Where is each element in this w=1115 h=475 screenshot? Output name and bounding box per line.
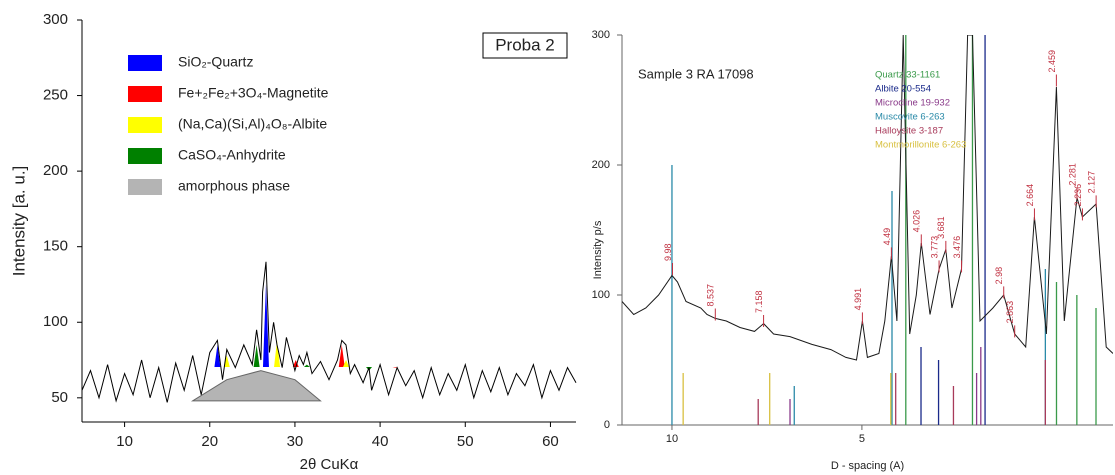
peak-label: 2.281 [1067, 163, 1077, 186]
legend-label: Halloysite 3-187 [875, 126, 943, 137]
annotation-box [482, 32, 568, 59]
y-tick-label: 150 [43, 238, 68, 255]
chart-title: Sample 3 RA 17098 [638, 66, 754, 81]
peak-label: 4.026 [912, 210, 922, 233]
y-axis-label: Intensity p/s [592, 220, 604, 279]
y-tick-label: 0 [604, 419, 610, 431]
peak-label: 2.236 [1073, 184, 1083, 207]
y-tick-label: 200 [592, 159, 610, 171]
x-tick-label: 30 [287, 433, 304, 450]
x-axis-label: D - spacing (A) [831, 460, 904, 472]
y-tick-label: 100 [43, 313, 68, 330]
peak-label: 3.476 [952, 236, 962, 259]
peak-label: 3.773 [929, 236, 939, 259]
peak-label: 2.664 [1025, 184, 1035, 207]
peak-label: 2.459 [1047, 50, 1057, 73]
phase-peak [262, 284, 269, 367]
legend-label: Albite 20-554 [875, 84, 931, 95]
legend-label: (Na,Ca)(Si,Al)₄O₈-Albite [178, 116, 327, 132]
legend-swatch [128, 86, 162, 102]
phase-peak [214, 344, 221, 367]
y-tick-label: 50 [51, 389, 68, 406]
legend-label: CaSO₄-Anhydrite [178, 147, 286, 163]
x-tick-label: 10 [666, 433, 678, 445]
phase-peak [253, 344, 260, 367]
phase-peak [338, 344, 345, 367]
y-tick-label: 200 [43, 162, 68, 179]
peak-label: 7.158 [754, 290, 764, 313]
annotation: Proba 2 [495, 35, 555, 54]
phase-peak [303, 364, 310, 367]
x-tick-label: 5 [859, 433, 865, 445]
x-tick-label: 10 [116, 433, 133, 450]
x-tick-label: 40 [372, 433, 389, 450]
legend-label: Microcline 19-932 [875, 98, 950, 109]
legend-swatch [128, 55, 162, 71]
legend-label: SiO₂-Quartz [178, 54, 253, 70]
legend-label: Fe+₂Fe₂+3O₄-Magnetite [178, 85, 329, 101]
legend-swatch [128, 117, 162, 133]
legend-label: Quartz 33-1161 [875, 70, 940, 81]
legend-label: Muscovite 6-263 [875, 112, 945, 123]
phase-peak [343, 360, 350, 367]
peak-label: 2.98 [994, 267, 1004, 285]
y-tick-label: 250 [43, 87, 68, 104]
chart-right: 0 100 200 300 10 5 Intensity p/s D - spacing (A… [592, 29, 1113, 472]
amorphous-area [190, 370, 322, 402]
chart-left: 50 100 150 200 250 300 10 20 30 40 50 60 Intensity [… [9, 11, 577, 473]
y-axis-label: Intensity [a. u.] [9, 166, 28, 277]
peak-label: 8.537 [706, 284, 716, 307]
x-tick-label: 50 [457, 433, 474, 450]
x-tick-label: 20 [201, 433, 218, 450]
legend-swatch [128, 179, 162, 195]
peak-label: 4.991 [853, 288, 863, 311]
x-axis-label: 2θ CuKα [300, 456, 359, 473]
legend-label: Montmorillonite 6-263 [875, 140, 966, 151]
legend-swatch [128, 148, 162, 164]
phase-peak [292, 360, 299, 367]
peak-label: 4.49 [882, 228, 892, 246]
peak-label: 2.127 [1087, 171, 1097, 194]
y-tick-label: 300 [43, 11, 68, 28]
data-line [622, 35, 1113, 361]
phase-peak [223, 355, 230, 367]
y-tick-label: 100 [592, 289, 610, 301]
peak-label: 3.681 [936, 216, 946, 239]
peak-label: 9.98 [663, 243, 673, 261]
peak-label: 2.863 [1005, 301, 1015, 324]
y-tick-label: 300 [592, 29, 610, 41]
x-tick-label: 60 [542, 433, 559, 450]
phase-peak [274, 340, 281, 367]
data-line [81, 261, 577, 403]
legend-label: amorphous phase [178, 178, 290, 194]
